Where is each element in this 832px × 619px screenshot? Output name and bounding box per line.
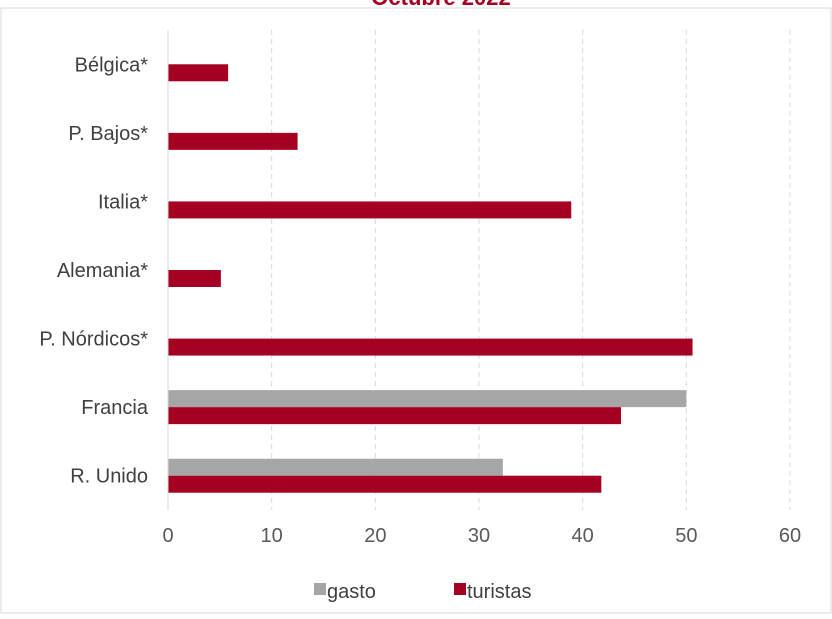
bar-turistas xyxy=(168,201,572,219)
x-tick-labels: 0 10 20 30 40 50 60 xyxy=(162,525,801,547)
legend: gasto turistas xyxy=(314,581,531,603)
x-tick-label: 40 xyxy=(572,525,594,547)
chart-title: Octubre 2022 xyxy=(371,0,510,10)
category-label: P. Bajos* xyxy=(68,123,148,145)
category-label: R. Unido xyxy=(70,466,148,488)
category-labels: Bélgica* P. Bajos* Italia* Alemania* P. Nórd… xyxy=(39,54,148,487)
bar-turistas xyxy=(168,407,622,425)
category-label: Alemania* xyxy=(57,260,148,282)
category-label: Francia xyxy=(81,397,149,419)
category-label: P. Nórdicos* xyxy=(39,329,148,351)
category-label: Bélgica* xyxy=(75,54,149,76)
x-tick-label: 30 xyxy=(468,525,490,547)
chart-border xyxy=(0,7,832,614)
bar-turistas xyxy=(168,475,602,493)
x-tick-label: 0 xyxy=(162,525,173,547)
gridlines xyxy=(271,30,791,510)
bar-turistas xyxy=(168,270,221,287)
legend-swatch-turistas xyxy=(454,583,466,595)
bar-turistas xyxy=(168,132,298,150)
bar-turistas xyxy=(168,64,229,82)
category-label: Italia* xyxy=(98,191,148,213)
x-tick-label: 60 xyxy=(779,525,801,547)
legend-swatch-gasto xyxy=(314,583,326,595)
x-tick-label: 10 xyxy=(261,525,283,547)
bars xyxy=(168,64,693,493)
bar-turistas xyxy=(168,338,693,356)
legend-label-gasto: gasto xyxy=(327,581,376,603)
legend-label-turistas: turistas xyxy=(467,581,531,603)
bar-gasto xyxy=(168,390,687,408)
x-tick-label: 20 xyxy=(364,525,386,547)
bar-gasto xyxy=(168,458,503,476)
x-tick-label: 50 xyxy=(675,525,697,547)
